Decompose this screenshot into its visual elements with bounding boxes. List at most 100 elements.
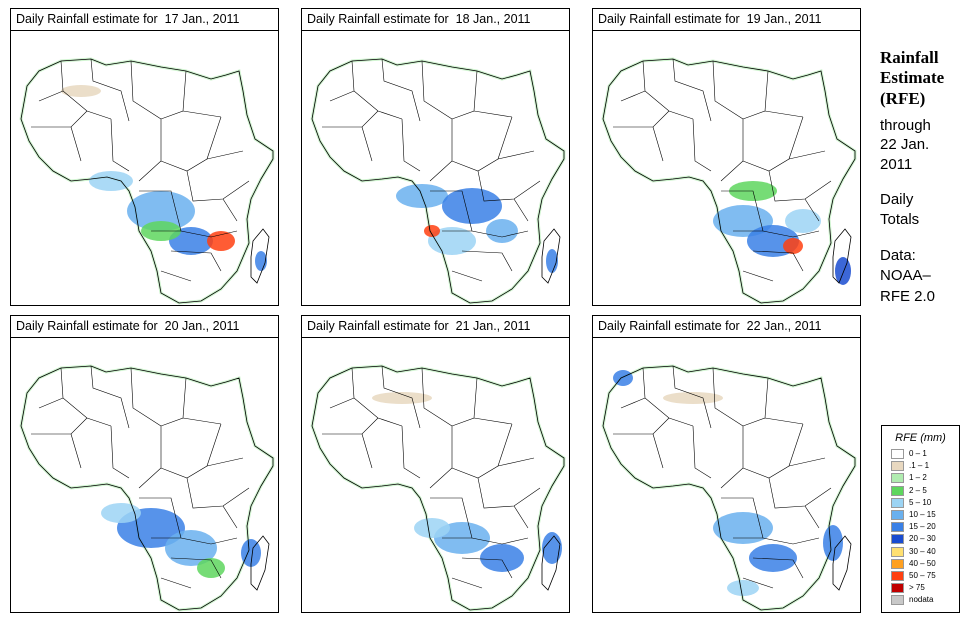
country-border xyxy=(206,150,244,160)
country-border xyxy=(513,198,529,222)
country-border xyxy=(613,417,670,435)
country-border xyxy=(186,170,250,202)
legend-label: 40 – 50 xyxy=(909,558,936,568)
country-border xyxy=(329,90,355,102)
sidebar-data-label: Data: xyxy=(880,247,916,264)
country-border xyxy=(222,198,238,222)
country-border xyxy=(186,477,250,509)
legend-item: 2 – 5 xyxy=(891,485,957,497)
sidebar-source-line2: RFE 2.0 xyxy=(880,288,936,305)
legend-item: 20 – 30 xyxy=(891,534,957,545)
country-border xyxy=(788,457,826,467)
country-border xyxy=(742,270,774,282)
legend-swatch xyxy=(891,461,904,472)
legend-swatch xyxy=(891,595,904,606)
country-border xyxy=(70,433,82,469)
sidebar-title-estimate: Estimate xyxy=(880,68,945,87)
country-border xyxy=(652,433,664,469)
country-border xyxy=(60,60,112,120)
country-border xyxy=(473,417,513,425)
country-border xyxy=(451,270,483,282)
legend-item: 15 – 20 xyxy=(891,522,957,533)
coast-wash xyxy=(310,57,566,305)
country-border xyxy=(804,198,820,222)
country-border xyxy=(764,417,804,425)
africa-rainfall-map xyxy=(310,364,566,612)
country-border xyxy=(451,70,478,120)
coast-wash xyxy=(310,364,566,612)
country-border xyxy=(742,70,769,120)
country-border xyxy=(788,150,826,160)
country-border xyxy=(38,90,64,102)
rainfall-area xyxy=(89,171,133,191)
country-border xyxy=(742,116,804,172)
rainfall-area xyxy=(241,539,261,567)
sidebar-date-line2: 2011 xyxy=(880,156,913,173)
rfe-legend: RFE (mm) 0 – 1 .1 – 1 1 – 2 2 – 5 5 – 10 10 –… xyxy=(881,425,960,613)
country-border xyxy=(130,60,162,120)
sidebar-title-rfe: (RFE) xyxy=(880,89,926,108)
country-border xyxy=(692,118,712,172)
legend-item: 10 – 15 xyxy=(891,510,957,521)
rainfall-area xyxy=(823,525,843,561)
country-border xyxy=(381,58,421,122)
country-border xyxy=(473,110,513,118)
madagascar-outline xyxy=(541,535,561,591)
legend-item: > 75 xyxy=(891,583,957,594)
coast-wash xyxy=(19,57,275,305)
legend-label: .1 – 1 xyxy=(909,461,930,471)
coastline xyxy=(311,365,565,611)
sidebar-date-line1: 22 Jan. xyxy=(880,136,930,153)
rainfall-area xyxy=(414,518,450,538)
coast-wash xyxy=(601,364,857,612)
africa-rainfall-map xyxy=(310,57,566,305)
country-border xyxy=(620,397,646,409)
country-border xyxy=(768,477,832,509)
legend-item: 1 – 2 xyxy=(891,473,957,484)
sidebar-title-rainfall: Rainfall xyxy=(880,48,939,67)
rainfall-area xyxy=(442,188,502,224)
rainfall-area xyxy=(783,238,803,254)
country-border xyxy=(429,119,453,182)
legend-item: 40 – 50 xyxy=(891,558,957,570)
map-panel-19jan: Daily Rainfall estimate for 19 Jan., 201… xyxy=(592,8,861,306)
country-border xyxy=(804,505,820,529)
legend-swatch xyxy=(891,449,904,459)
country-border xyxy=(170,557,222,579)
panel-title: Daily Rainfall estimate for 21 Jan., 201… xyxy=(302,316,569,338)
rainfall-area xyxy=(785,209,821,233)
country-border xyxy=(461,250,513,272)
country-border xyxy=(672,58,712,122)
country-border xyxy=(477,170,541,202)
rainfall-area xyxy=(197,558,225,578)
country-border xyxy=(451,116,513,172)
legend-swatch xyxy=(891,510,904,520)
country-border xyxy=(720,119,744,182)
legend-label: nodata xyxy=(909,595,934,605)
madagascar-outline xyxy=(832,228,852,284)
africa-rainfall-map xyxy=(19,57,275,305)
country-border xyxy=(351,60,403,120)
country-border xyxy=(620,90,646,102)
legend-label: 10 – 15 xyxy=(909,510,936,519)
country-border xyxy=(182,417,222,425)
country-border xyxy=(461,557,513,579)
country-border xyxy=(31,417,88,435)
legend-label: 1 – 2 xyxy=(909,473,927,483)
country-border xyxy=(451,577,483,589)
rainfall-area xyxy=(61,85,101,97)
legend-swatch xyxy=(891,571,904,581)
madagascar-outline xyxy=(250,228,270,284)
legend-label: 2 – 5 xyxy=(909,485,927,495)
africa-rainfall-map xyxy=(601,57,857,305)
legend-label: 20 – 30 xyxy=(909,534,936,544)
rainfall-area xyxy=(727,580,759,596)
panel-title: Daily Rainfall estimate for 19 Jan., 201… xyxy=(593,9,860,31)
country-border xyxy=(642,60,694,120)
country-border xyxy=(60,367,112,427)
legend-swatch xyxy=(891,473,904,484)
country-border xyxy=(38,397,64,409)
country-border xyxy=(329,397,355,409)
country-border xyxy=(752,557,804,579)
country-border xyxy=(477,477,541,509)
